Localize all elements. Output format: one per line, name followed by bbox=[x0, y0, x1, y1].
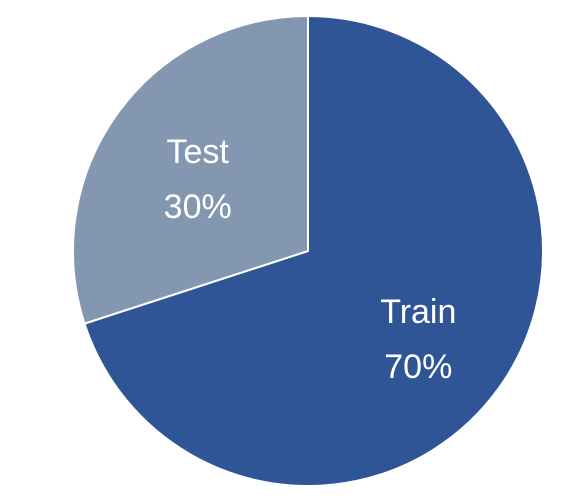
slice-label-test: Test bbox=[167, 133, 230, 171]
pie-slices bbox=[72, 15, 544, 487]
pie-labels: Train 70% Test 30% bbox=[164, 133, 457, 386]
slice-label-train: Train bbox=[380, 293, 456, 331]
slice-value-test: 30% bbox=[164, 188, 232, 226]
pie-slice-test bbox=[72, 15, 309, 325]
pie-slice-train bbox=[83, 15, 544, 487]
slice-value-train: 70% bbox=[384, 348, 452, 386]
